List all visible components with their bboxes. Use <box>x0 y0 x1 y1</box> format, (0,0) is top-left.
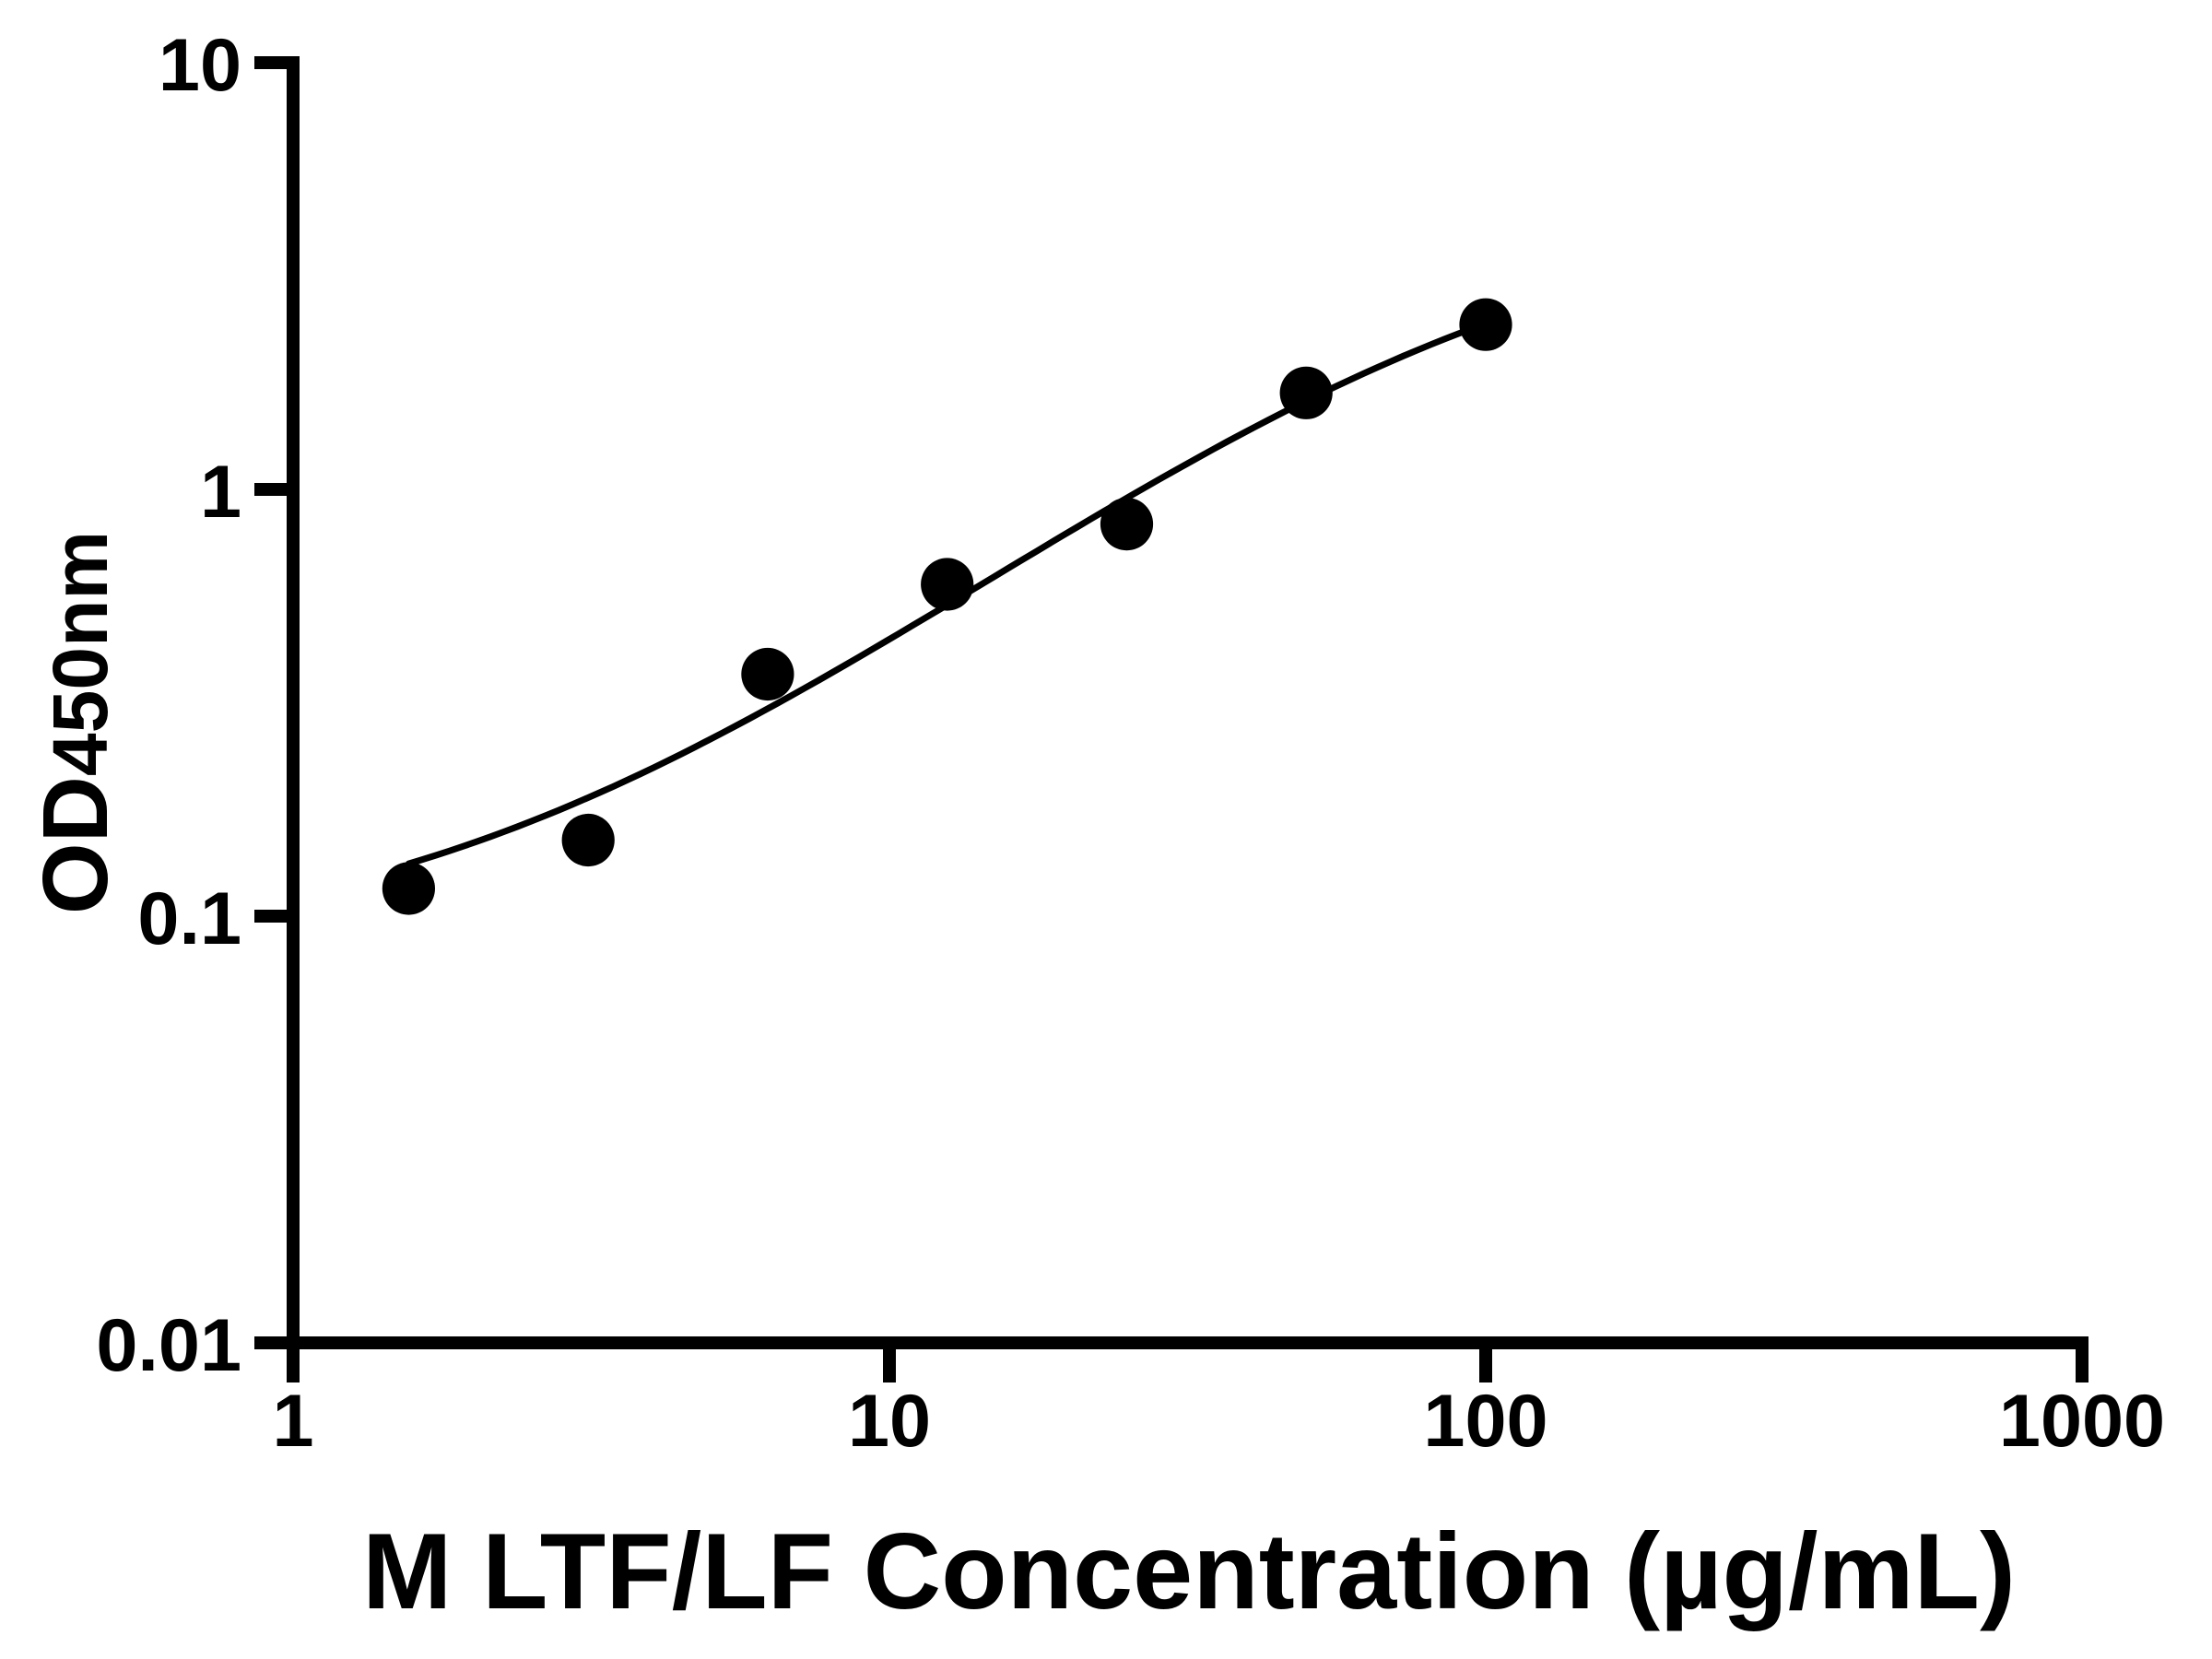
svg-text:10: 10 <box>159 24 241 107</box>
svg-text:M LTF/LF Concentration (µg/mL): M LTF/LF Concentration (µg/mL) <box>362 1511 2016 1631</box>
svg-text:1: 1 <box>272 1380 313 1463</box>
svg-text:10: 10 <box>848 1380 931 1463</box>
svg-text:1000: 1000 <box>1999 1380 2165 1463</box>
svg-text:0.01: 0.01 <box>96 1304 241 1387</box>
svg-text:100: 100 <box>1423 1380 1547 1463</box>
svg-text:0.1: 0.1 <box>137 877 241 960</box>
svg-text:OD450nm: OD450nm <box>24 531 127 914</box>
svg-text:1: 1 <box>200 451 241 534</box>
